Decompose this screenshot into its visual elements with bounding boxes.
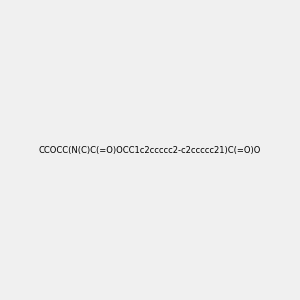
Text: CCOCC(N(C)C(=O)OCC1c2ccccc2-c2ccccc21)C(=O)O: CCOCC(N(C)C(=O)OCC1c2ccccc2-c2ccccc21)C(…: [39, 146, 261, 154]
